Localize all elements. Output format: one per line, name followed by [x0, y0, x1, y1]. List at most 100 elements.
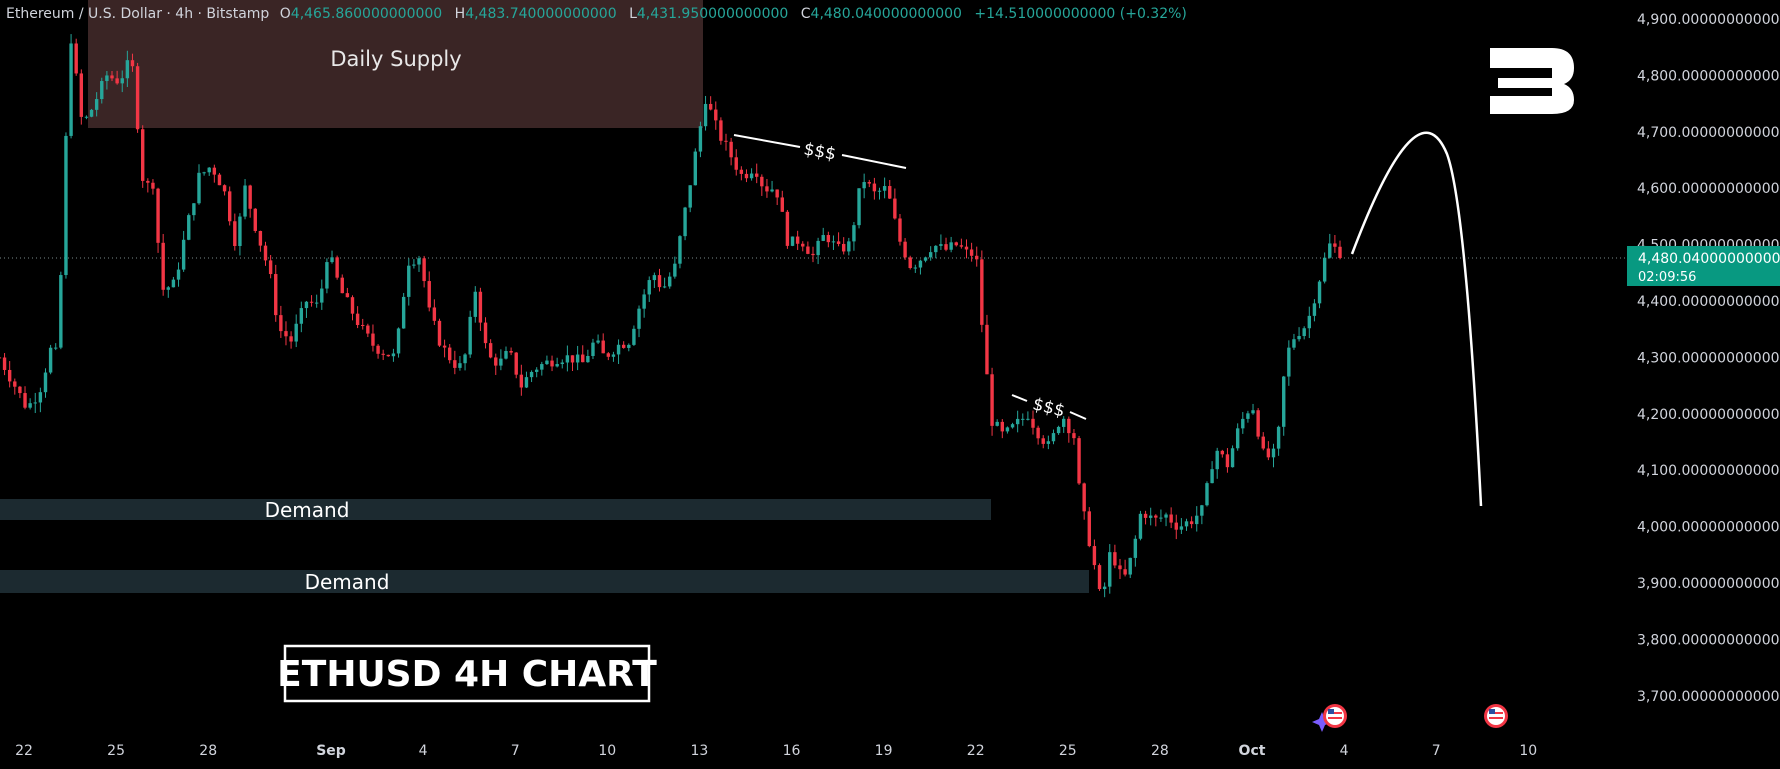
close-label: C [801, 6, 811, 22]
price-axis-label: 4,400.000000000000 [1637, 294, 1780, 310]
candle-body [591, 342, 595, 357]
candle-body [1148, 515, 1153, 518]
candle-body [84, 116, 89, 118]
candle-body [882, 186, 887, 191]
candle-body [1102, 586, 1107, 590]
candle-body [279, 315, 283, 332]
candle-body [478, 291, 483, 323]
candle-body [110, 75, 114, 79]
candle-body [872, 183, 877, 192]
candle-body [847, 241, 851, 252]
candle-body [801, 243, 805, 247]
time-axis-label: Oct [1239, 743, 1266, 759]
candle-body [345, 293, 350, 298]
price-axis-label: 3,800.000000000000 [1637, 632, 1780, 648]
price-axis[interactable]: 4,900.000000000000 4,800.000000000000 4,70… [1637, 12, 1780, 705]
candle-body [79, 73, 84, 117]
candle-body [1287, 347, 1291, 377]
candle-body [550, 360, 554, 367]
candle-body [1292, 339, 1296, 348]
candle-body [719, 120, 723, 141]
candle-body [1072, 433, 1076, 439]
candle-body [1015, 418, 1020, 425]
price-axis-label: 3,900.000000000000 [1637, 576, 1780, 592]
candle-body [724, 140, 728, 142]
candle-body [980, 259, 984, 325]
candle-body [233, 221, 237, 246]
time-axis-label: 4 [419, 743, 428, 759]
candle-body [1215, 450, 1219, 470]
candle-body [637, 308, 641, 329]
candle-body [1333, 243, 1337, 247]
price-axis-label: 3,700.000000000000 [1637, 689, 1780, 705]
candle-body [540, 364, 544, 370]
candle-body [1000, 421, 1005, 432]
candle-body [1138, 513, 1143, 539]
candle-body [0, 357, 2, 359]
candle-body [156, 188, 160, 243]
high-value: 4,483.740000000000 [465, 6, 616, 22]
candle-body [683, 207, 687, 237]
candle-body [120, 78, 124, 84]
candle-body [325, 262, 329, 289]
candle-body [217, 174, 222, 186]
candle-body [135, 66, 140, 130]
us-flag-event-icon[interactable] [1484, 704, 1508, 728]
candle-body [1159, 517, 1163, 519]
candle-body [171, 279, 176, 288]
candle-body [1307, 315, 1312, 329]
liquidity-line-lower-right [1069, 411, 1087, 420]
candle-body [621, 344, 626, 348]
candle-body [1276, 426, 1281, 449]
candle-body [918, 260, 923, 268]
candle-body [534, 369, 539, 372]
candle-body [463, 354, 467, 364]
candle-body [263, 245, 268, 261]
liquidity-label-upper: $$$ [802, 139, 837, 164]
time-axis[interactable]: 22 25 28 Sep 4 7 10 13 16 19 22 25 28 Oct 4 7 10 [15, 743, 1537, 759]
price-axis-label: 4,300.000000000000 [1637, 350, 1780, 366]
candle-body [381, 353, 385, 355]
candle-body [1189, 521, 1194, 525]
candle-body [673, 263, 677, 277]
candle-body [893, 198, 897, 219]
candle-body [335, 257, 339, 278]
candle-body [69, 43, 73, 136]
change-value: +14.510000000000 (+0.32%) [974, 6, 1186, 22]
candle-body [1317, 281, 1322, 304]
candle-body [688, 185, 692, 208]
candle-body [1143, 513, 1148, 518]
candle-body [141, 129, 145, 181]
candle-body [1225, 454, 1230, 468]
chart-label-text: ETHUSD 4H CHART [277, 654, 657, 695]
candle-body [545, 360, 549, 365]
candle-body [33, 402, 37, 404]
candle-body [734, 157, 738, 170]
candle-body [1133, 538, 1138, 558]
ohlc-legend: Ethereum / U.S. Dollar · 4h · Bitstamp O… [6, 6, 1187, 22]
time-axis-label: 4 [1340, 743, 1349, 759]
candle-body [560, 362, 564, 365]
candle-body [831, 241, 836, 243]
candle-body [1230, 448, 1235, 468]
last-price-value: 4,480.040000000000 [1638, 251, 1780, 267]
candle-body [13, 381, 17, 387]
chart-label-box [283, 644, 651, 703]
candle-body [1271, 448, 1276, 458]
candle-body [458, 363, 462, 368]
us-flag-event-icon[interactable] [1323, 704, 1347, 728]
candle-body [1051, 433, 1056, 442]
candle-body [412, 264, 416, 266]
candle-body [243, 185, 247, 217]
candle-body [775, 189, 779, 198]
candle-body [304, 301, 309, 309]
candle-body [1179, 526, 1184, 530]
candle-body [632, 328, 636, 345]
time-axis-label: 28 [1151, 743, 1169, 759]
candle-body [1087, 511, 1091, 547]
candle-body [913, 267, 918, 269]
sparkle-icon [1312, 712, 1332, 732]
candle-body [151, 182, 155, 189]
price-axis-label: 4,200.000000000000 [1637, 407, 1780, 423]
